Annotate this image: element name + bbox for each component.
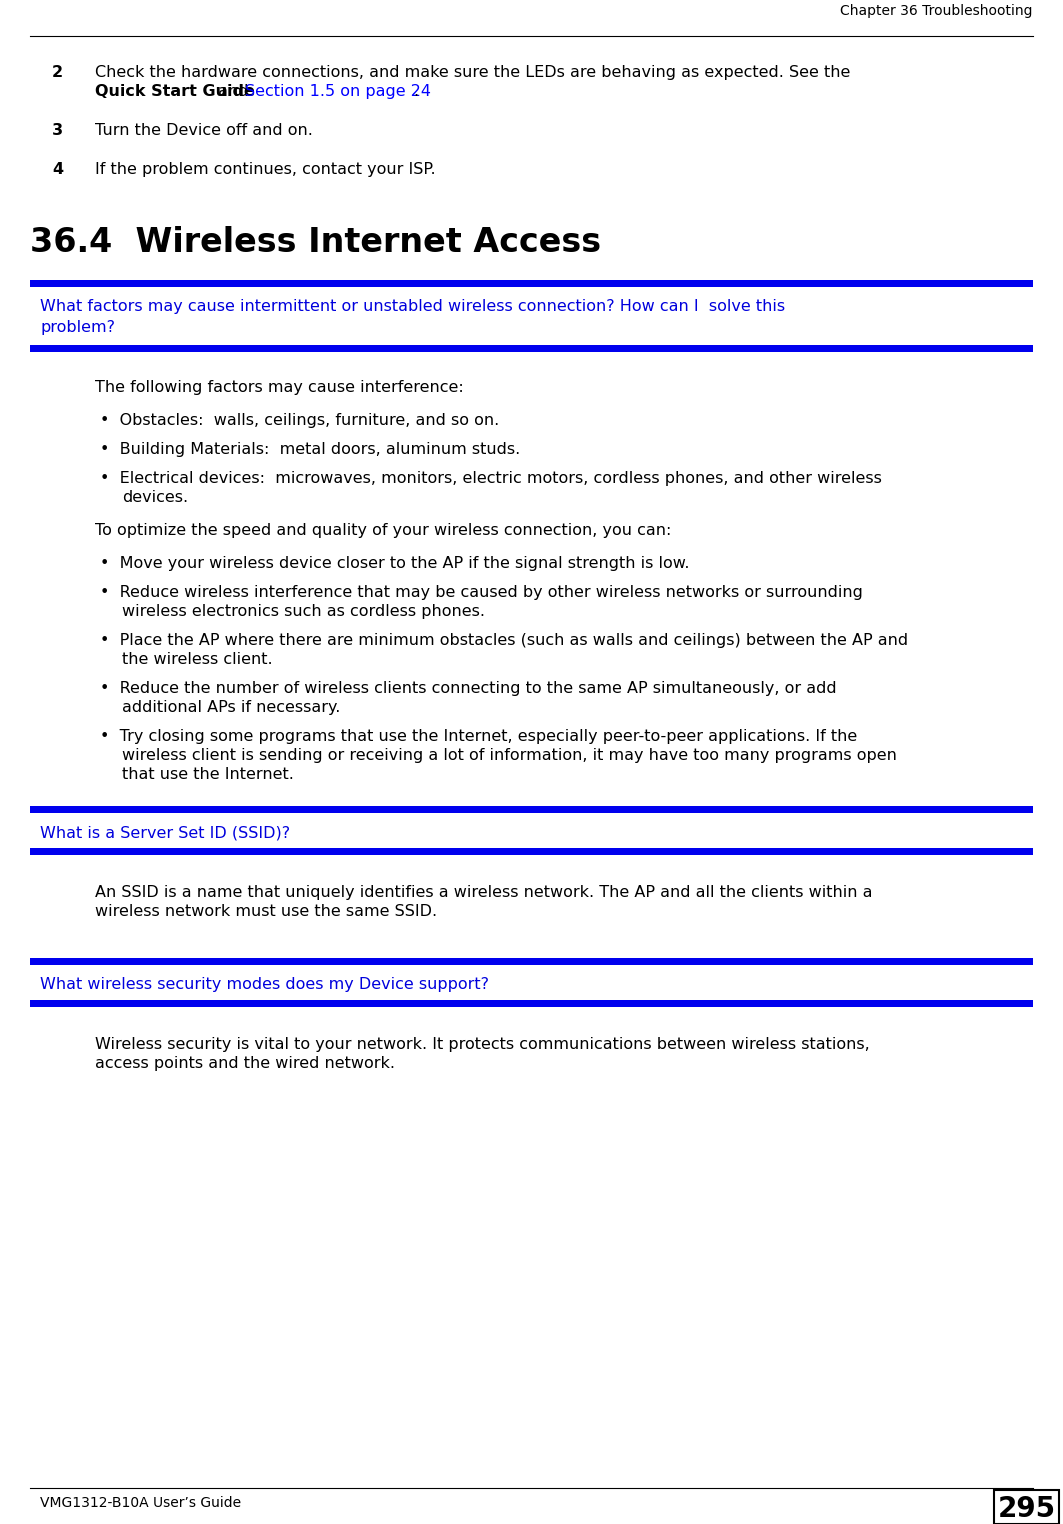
- Text: and: and: [213, 84, 254, 99]
- Bar: [30, 344, 1033, 352]
- Text: If the problem continues, contact your ISP.: If the problem continues, contact your I…: [95, 162, 436, 177]
- Bar: [30, 806, 1033, 812]
- Text: •  Try closing some programs that use the Internet, especially peer-to-peer appl: • Try closing some programs that use the…: [100, 728, 857, 744]
- Text: Section 1.5 on page 24: Section 1.5 on page 24: [244, 84, 431, 99]
- Text: •  Move your wireless device closer to the AP if the signal strength is low.: • Move your wireless device closer to th…: [100, 556, 690, 572]
- Bar: [30, 959, 1033, 965]
- Bar: [30, 1000, 1033, 1007]
- Text: 295: 295: [997, 1495, 1056, 1522]
- Text: 4: 4: [52, 162, 63, 177]
- Bar: [30, 847, 1033, 855]
- Text: .: .: [414, 84, 418, 99]
- Text: wireless client is sending or receiving a lot of information, it may have too ma: wireless client is sending or receiving …: [122, 748, 897, 764]
- Text: 36.4  Wireless Internet Access: 36.4 Wireless Internet Access: [30, 226, 601, 259]
- Text: An SSID is a name that uniquely identifies a wireless network. The AP and all th: An SSID is a name that uniquely identifi…: [95, 885, 873, 901]
- Text: What factors may cause intermittent or unstabled wireless connection? How can I : What factors may cause intermittent or u…: [40, 299, 786, 314]
- Text: •  Reduce the number of wireless clients connecting to the same AP simultaneousl: • Reduce the number of wireless clients …: [100, 681, 837, 696]
- Text: problem?: problem?: [40, 320, 115, 335]
- Text: •  Electrical devices:  microwaves, monitors, electric motors, cordless phones, : • Electrical devices: microwaves, monito…: [100, 471, 882, 486]
- Text: 3: 3: [52, 123, 63, 139]
- Text: the wireless client.: the wireless client.: [122, 652, 272, 668]
- Text: To optimize the speed and quality of your wireless connection, you can:: To optimize the speed and quality of you…: [95, 523, 672, 538]
- Text: The following factors may cause interference:: The following factors may cause interfer…: [95, 379, 463, 395]
- Text: What wireless security modes does my Device support?: What wireless security modes does my Dev…: [40, 977, 489, 992]
- Text: access points and the wired network.: access points and the wired network.: [95, 1056, 395, 1071]
- Text: devices.: devices.: [122, 491, 188, 504]
- Text: •  Place the AP where there are minimum obstacles (such as walls and ceilings) b: • Place the AP where there are minimum o…: [100, 632, 908, 648]
- Text: •  Reduce wireless interference that may be caused by other wireless networks or: • Reduce wireless interference that may …: [100, 585, 863, 600]
- Text: Turn the Device off and on.: Turn the Device off and on.: [95, 123, 313, 139]
- Text: Check the hardware connections, and make sure the LEDs are behaving as expected.: Check the hardware connections, and make…: [95, 66, 850, 79]
- Text: additional APs if necessary.: additional APs if necessary.: [122, 700, 340, 715]
- Text: 2: 2: [52, 66, 63, 79]
- Text: Wireless security is vital to your network. It protects communications between w: Wireless security is vital to your netwo…: [95, 1036, 870, 1052]
- Text: that use the Internet.: that use the Internet.: [122, 767, 293, 782]
- Text: Quick Start Guide: Quick Start Guide: [95, 84, 255, 99]
- Text: Chapter 36 Troubleshooting: Chapter 36 Troubleshooting: [841, 5, 1033, 18]
- Text: wireless network must use the same SSID.: wireless network must use the same SSID.: [95, 904, 437, 919]
- Text: VMG1312-B10A User’s Guide: VMG1312-B10A User’s Guide: [40, 1497, 241, 1510]
- Text: •  Building Materials:  metal doors, aluminum studs.: • Building Materials: metal doors, alumi…: [100, 442, 520, 457]
- Bar: [994, 1490, 1059, 1524]
- Text: What is a Server Set ID (SSID)?: What is a Server Set ID (SSID)?: [40, 824, 290, 840]
- Text: wireless electronics such as cordless phones.: wireless electronics such as cordless ph…: [122, 604, 485, 619]
- Bar: [30, 280, 1033, 287]
- Text: •  Obstacles:  walls, ceilings, furniture, and so on.: • Obstacles: walls, ceilings, furniture,…: [100, 413, 500, 428]
